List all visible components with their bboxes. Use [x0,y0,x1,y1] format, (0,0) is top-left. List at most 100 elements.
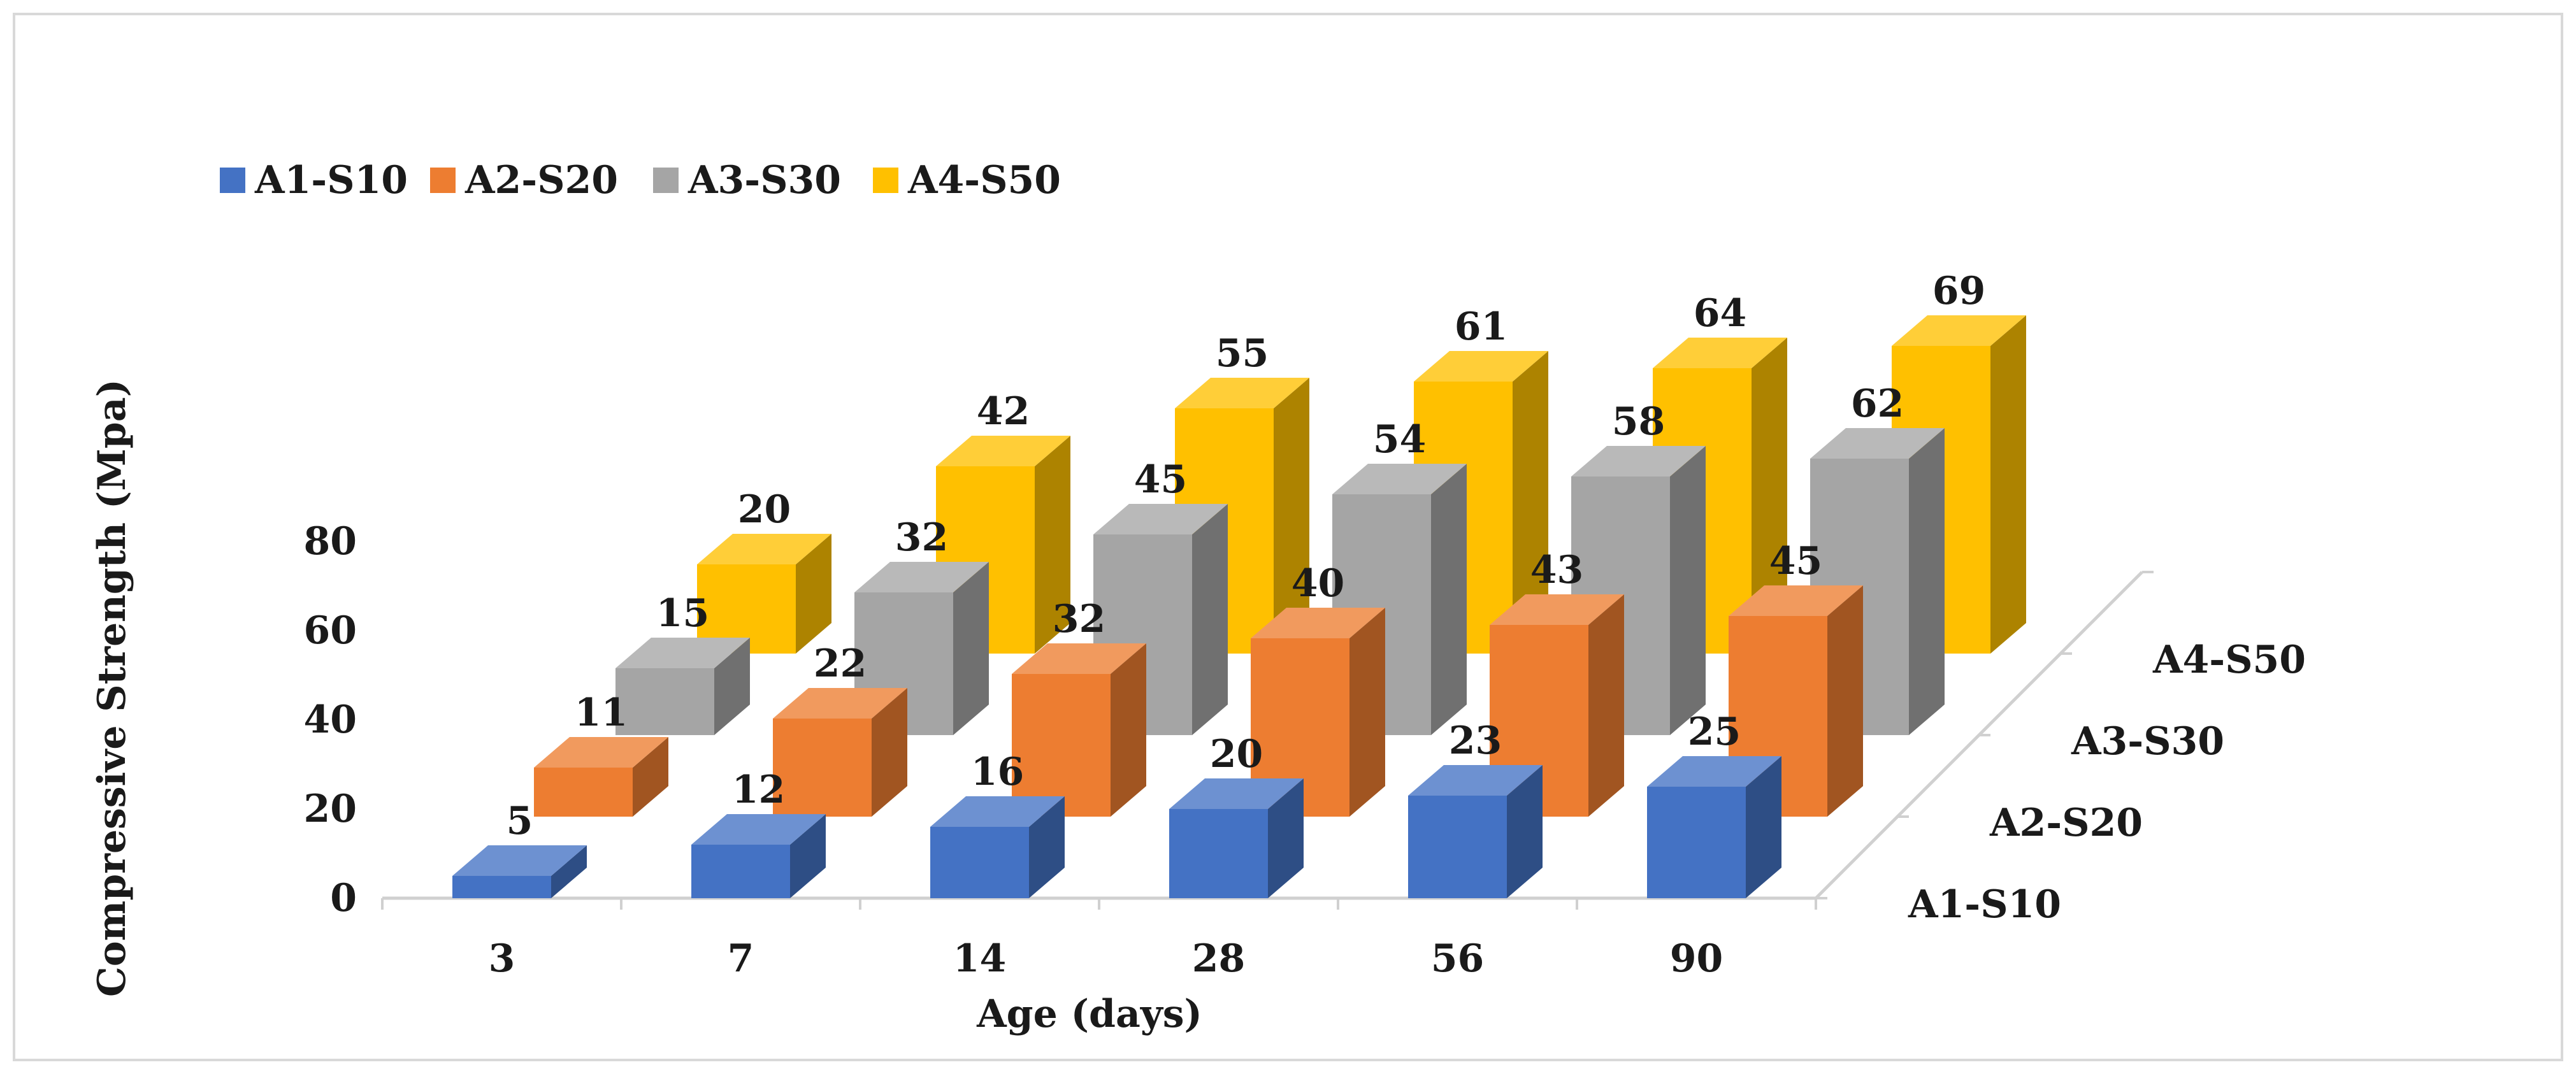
bar-a1-s10-3-front [452,876,551,898]
bar-a3-s30-3 [615,638,750,735]
data-label-a2-s20-14: 32 [1053,597,1106,641]
data-label-a3-s30-90: 62 [1851,382,1904,426]
bar-a2-s20-28-top [1251,608,1385,638]
bar-a1-s10-3-side [551,845,587,898]
bar-a1-s10-7 [691,814,826,898]
bar-a4-s50-14-top [1175,378,1309,408]
bar-a4-s50-28-top [1414,351,1548,382]
bar-a3-s30-56-side [1670,446,1706,735]
x-axis: 3 7 14 28 56 90 [489,936,1723,981]
chart-floor [381,571,2154,910]
bar-a2-s20-3-front [534,768,633,817]
data-label-a2-s20-28: 40 [1292,561,1345,606]
bar-a4-s50-7-side [1035,436,1070,654]
bar-a3-s30-3-front [615,668,714,735]
data-labels: 20 42 55 61 64 69 15 32 45 54 58 62 11 22 32 40 43 45 5 12 1… [507,269,1986,843]
bar-a1-s10-3 [452,845,587,898]
bar-a4-s50-90-side [1990,315,2026,654]
bar-a2-s20-3-top [534,737,668,768]
bar-a1-s10-28-front [1169,809,1268,898]
bar-a3-s30-3-top [615,638,750,668]
data-label-a3-s30-56: 58 [1612,399,1666,444]
data-label-a4-s50-3: 20 [738,487,791,532]
legend-label: A2-S20 [464,158,618,203]
bar-a4-s50-56-top [1653,338,1787,368]
legend-item-a1-s10: A1-S10 [220,158,408,203]
x-tick-label: 3 [489,936,515,981]
bar-a3-s30-28-side [1431,464,1467,735]
bar-a2-s20-14-side [1111,643,1146,817]
depth-tick-label-a4-s50: A4-S50 [2152,638,2306,682]
bar-a3-s30-14-top [1093,504,1228,534]
bar-a1-s10-90-front [1647,787,1746,898]
bar-a2-s20-14-front [1012,674,1111,817]
y-tick-label: 60 [304,608,357,653]
bar-a3-s30-7-side [953,562,989,735]
bar-a2-s20-14 [1012,643,1146,817]
bar-a4-s50-56-side [1752,338,1787,654]
bar-a1-s10-28 [1169,778,1304,898]
y-axis-title: Compressive Strength (Mpa) [90,379,134,997]
bar-a4-s50-3-side [796,534,831,654]
data-label-a2-s20-3: 11 [575,691,628,735]
bar-a2-s20-56-top [1490,594,1624,625]
bar-a1-s10-56-top [1408,765,1543,796]
bar-a3-s30-3-side [714,638,750,735]
bar-a2-s20-56-side [1588,594,1624,817]
data-label-a4-s50-7: 42 [977,389,1030,434]
data-label-a4-s50-56: 64 [1694,291,1747,336]
x-tick-label: 90 [1670,936,1723,981]
bar-a3-s30-90-side [1909,428,1945,735]
y-tick-label: 0 [330,876,357,920]
data-label-a1-s10-28: 20 [1210,732,1263,777]
depth-tick-label-a2-s20: A2-S20 [1989,801,2143,845]
bar-a3-s30-56-top [1571,446,1706,476]
data-label-a1-s10-14: 16 [971,750,1025,794]
bar-a1-s10-56-front [1408,796,1507,898]
y-tick-label: 80 [304,519,357,564]
depth-axis: A1-S10 A2-S20 A3-S30 A4-S50 [1908,638,2306,927]
x-tick-label: 56 [1431,936,1485,981]
data-label-a1-s10-7: 12 [732,768,786,812]
bar-a3-s30-90-top [1810,428,1945,459]
bar-a2-s20-14-top [1012,643,1146,674]
depth-tick-label-a3-s30: A3-S30 [2071,719,2224,764]
data-label-a3-s30-28: 54 [1373,417,1427,462]
bar-a3-s30-28-top [1332,464,1467,494]
data-label-a1-s10-3: 5 [507,799,533,843]
legend-label: A3-S30 [687,158,841,203]
bar-a1-s10-3-top [452,845,587,876]
legend-item-a4-s50: A4-S50 [873,158,1061,203]
y-tick-label: 40 [304,698,357,742]
data-label-a3-s30-7: 32 [895,515,949,560]
bar-a2-s20-7-front [773,719,872,817]
data-label-a4-s50-28: 61 [1455,304,1508,349]
data-label-a2-s20-7: 22 [814,641,867,686]
data-label-a4-s50-90: 69 [1932,269,1986,313]
bar-a1-s10-14-side [1029,796,1065,898]
bar-a4-s50-90-top [1892,315,2026,346]
bar-a4-s50-28-side [1513,351,1548,654]
bar-a1-s10-14 [930,796,1065,898]
bar-a2-s20-90-top [1729,585,1863,616]
legend-swatch [653,168,679,193]
x-tick-label: 28 [1192,936,1246,981]
data-label-a3-s30-3: 15 [656,591,710,636]
bar-a4-s50-3 [697,534,831,654]
bar-a4-s50-3-top [697,534,831,564]
bar-a1-s10-14-top [930,796,1065,827]
y-axis: 0 20 40 60 80 [304,519,357,920]
depth-tick-label-a1-s10: A1-S10 [1908,882,2061,927]
bar-a2-s20-90 [1729,585,1863,817]
data-label-a2-s20-56: 43 [1530,548,1584,592]
legend-label: A1-S10 [254,158,408,203]
legend-swatch [220,168,245,193]
bar-a1-s10-7-front [691,845,790,898]
bar-a1-s10-7-top [691,814,826,845]
data-label-a1-s10-90: 25 [1688,710,1741,754]
bar-a1-s10-90-top [1647,756,1781,787]
data-label-a3-s30-14: 45 [1134,457,1188,502]
x-tick-label: 7 [728,936,754,981]
bar-a1-s10-14-front [930,827,1029,898]
